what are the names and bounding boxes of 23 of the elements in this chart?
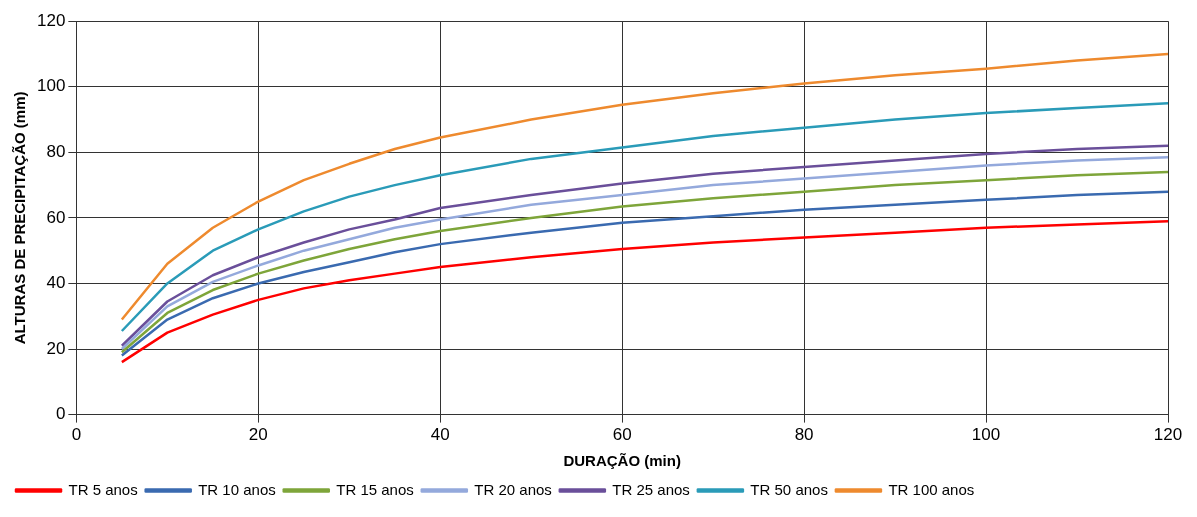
y-tick-label: 100 [36,76,66,96]
legend-label: TR 15 anos [336,480,414,498]
legend-label: TR 20 anos [474,480,552,498]
legend-label: TR 50 anos [750,480,828,498]
y-tick-label: 80 [46,142,66,162]
y-tick-label: 120 [36,10,66,30]
legend-label: TR 25 anos [612,480,690,498]
y-tick-label: 40 [46,273,66,293]
y-tick-label: 20 [46,338,66,358]
x-tick-label: 20 [248,425,268,445]
y-axis-title: ALTURAS DE PRECIPITAÇÃO (mm) [11,91,29,345]
x-tick-label: 0 [71,425,82,445]
legend-label: TR 10 anos [198,480,276,498]
x-tick-label: 60 [612,425,632,445]
x-axis-title: DURAÇÃO (min) [563,452,681,470]
y-tick-label: 60 [46,207,66,227]
x-tick-label: 100 [971,425,1001,445]
x-tick-label: 40 [430,425,450,445]
x-tick-label: 120 [1153,425,1183,445]
y-tick-label: 0 [55,404,66,424]
legend-label: TR 5 anos [68,480,138,498]
legend-label: TR 100 anos [888,480,975,498]
x-tick-label: 80 [794,425,814,445]
